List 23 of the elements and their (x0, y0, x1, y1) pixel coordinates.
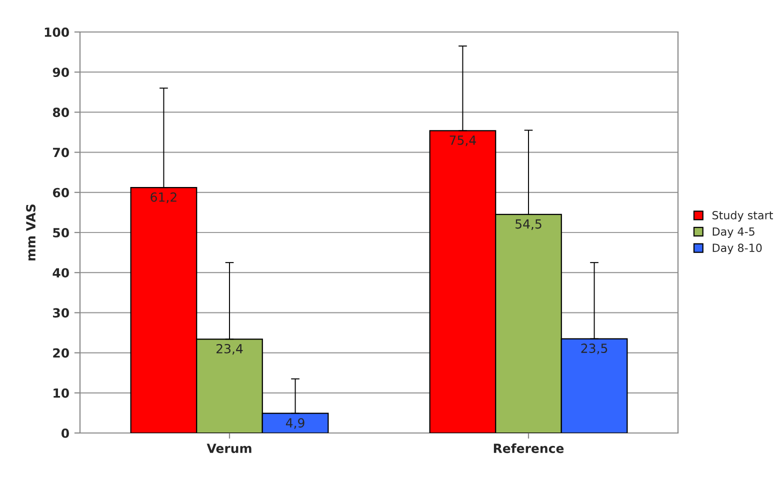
data-label: 54,5 (516, 219, 542, 230)
data-label: 75,4 (450, 136, 476, 146)
y-axis-title: mm VAS (26, 204, 36, 260)
x-tick-label: Reference (494, 443, 564, 454)
legend-label: Day 8-10 (712, 244, 762, 254)
y-tick-label: 30 (53, 308, 69, 318)
y-tick-label: 100 (44, 27, 69, 37)
data-label: 4,9 (286, 418, 304, 429)
y-tick-label: 60 (52, 188, 69, 198)
y-tick-label: 50 (53, 228, 69, 238)
y-tick-label: 90 (52, 68, 69, 78)
x-tick-label: Verum (206, 444, 252, 454)
legend-label: Study start (712, 210, 773, 222)
data-label: 61,2 (150, 192, 176, 204)
y-tick-label: 40 (52, 268, 69, 278)
y-tick-label: 80 (52, 108, 69, 118)
y-tick-label: 70 (53, 148, 69, 158)
legend-label: Day 4-5 (712, 227, 754, 238)
data-label: 23,5 (581, 344, 608, 354)
data-label: 23,4 (216, 344, 243, 355)
y-tick-label: 20 (53, 348, 69, 358)
y-tick-label: 10 (54, 388, 69, 398)
y-tick-label: 0 (61, 428, 69, 438)
